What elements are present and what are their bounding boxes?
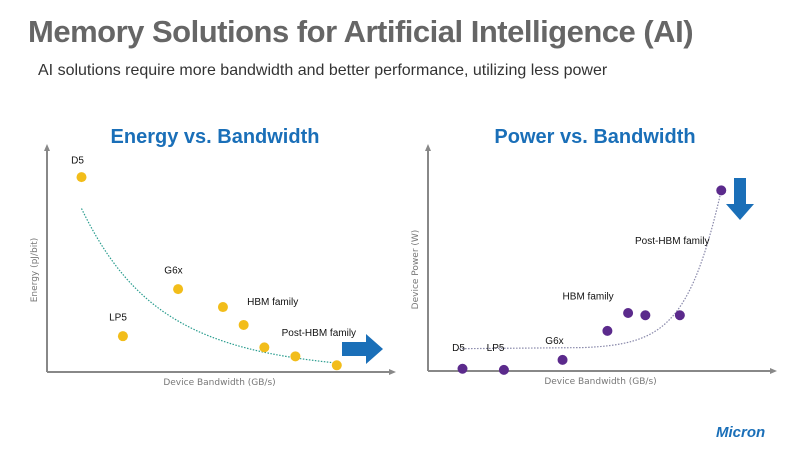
x-axis-label: Device Bandwidth (GB/s) — [163, 378, 275, 388]
point-label: D5 — [71, 156, 84, 167]
chart-1: Power vs. Bandwidth Device Bandwidth (GB/… — [411, 126, 777, 387]
data-point — [217, 302, 228, 313]
data-point — [457, 363, 468, 374]
trend-line — [459, 190, 722, 350]
y-axis-arrowhead — [44, 144, 50, 151]
micron-logo: Micron — [716, 424, 766, 441]
data-point — [259, 342, 270, 353]
arrow-down-icon — [726, 178, 754, 220]
chart-0: Energy vs. Bandwidth Device Bandwidth (GB… — [30, 126, 396, 388]
chart-title: Power vs. Bandwidth — [494, 126, 695, 148]
data-point — [674, 310, 685, 321]
point-label: Post-HBM family — [282, 328, 356, 339]
data-point — [238, 319, 249, 330]
point-label: Post-HBM family — [635, 236, 709, 247]
data-point — [640, 310, 651, 321]
y-axis-label: Device Power (W) — [411, 230, 421, 310]
data-point — [557, 354, 568, 365]
trend-line — [80, 208, 337, 364]
data-point — [602, 325, 613, 336]
y-axis-label: Energy (pJ/bit) — [30, 238, 40, 303]
slide-title: Memory Solutions for Artificial Intellig… — [28, 14, 694, 49]
slide-subtitle: AI solutions require more bandwidth and … — [38, 62, 608, 79]
point-label: LP5 — [487, 343, 505, 354]
point-label: HBM family — [247, 297, 298, 308]
x-axis-label: Device Bandwidth (GB/s) — [544, 377, 656, 387]
data-point — [290, 351, 301, 362]
x-axis-arrowhead — [389, 369, 396, 375]
point-label: G6x — [545, 336, 563, 347]
data-point — [716, 185, 727, 196]
point-label: D5 — [452, 343, 465, 354]
data-point — [498, 364, 509, 375]
y-axis-arrowhead — [425, 144, 431, 151]
point-label: HBM family — [563, 292, 614, 303]
arrow-right-icon — [342, 334, 383, 364]
x-axis-arrowhead — [770, 368, 777, 374]
data-point — [117, 331, 128, 342]
chart-title: Energy vs. Bandwidth — [111, 126, 320, 148]
point-label: G6x — [164, 265, 182, 276]
data-point — [76, 172, 87, 183]
data-point — [331, 360, 342, 371]
point-label: LP5 — [109, 312, 127, 323]
data-point — [623, 308, 634, 319]
data-point — [173, 284, 184, 295]
